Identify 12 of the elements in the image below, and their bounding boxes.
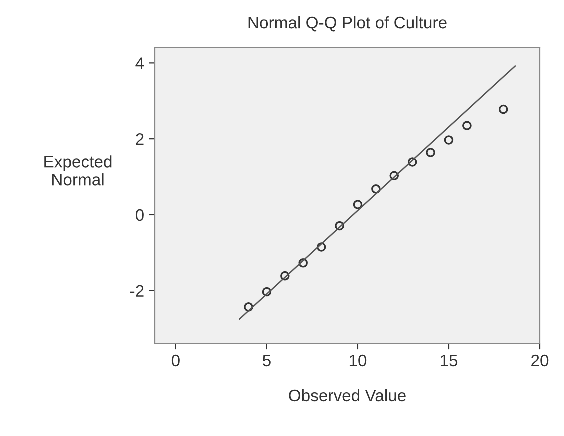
y-tick-label: -2 [130,285,144,297]
x-tick-label: 15 [440,355,458,367]
y-tick-label: 0 [136,209,144,222]
x-tick-label: 5 [262,355,271,367]
x-tick-label: 0 [172,354,180,367]
y-tick-label: 4 [136,58,144,70]
y-axis-title: Expected Normal [44,156,112,186]
x-tick-label: 10 [350,354,367,367]
x-axis-title: Observed Value [289,389,406,402]
y-tick-label: 2 [136,133,144,146]
x-tick-label: 20 [532,354,549,367]
chart-title: Normal Q-Q Plot of Culture [248,16,447,32]
